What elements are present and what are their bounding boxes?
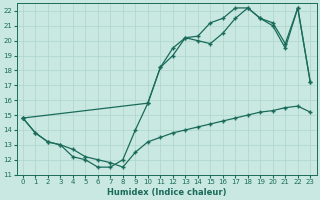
X-axis label: Humidex (Indice chaleur): Humidex (Indice chaleur) bbox=[107, 188, 226, 197]
